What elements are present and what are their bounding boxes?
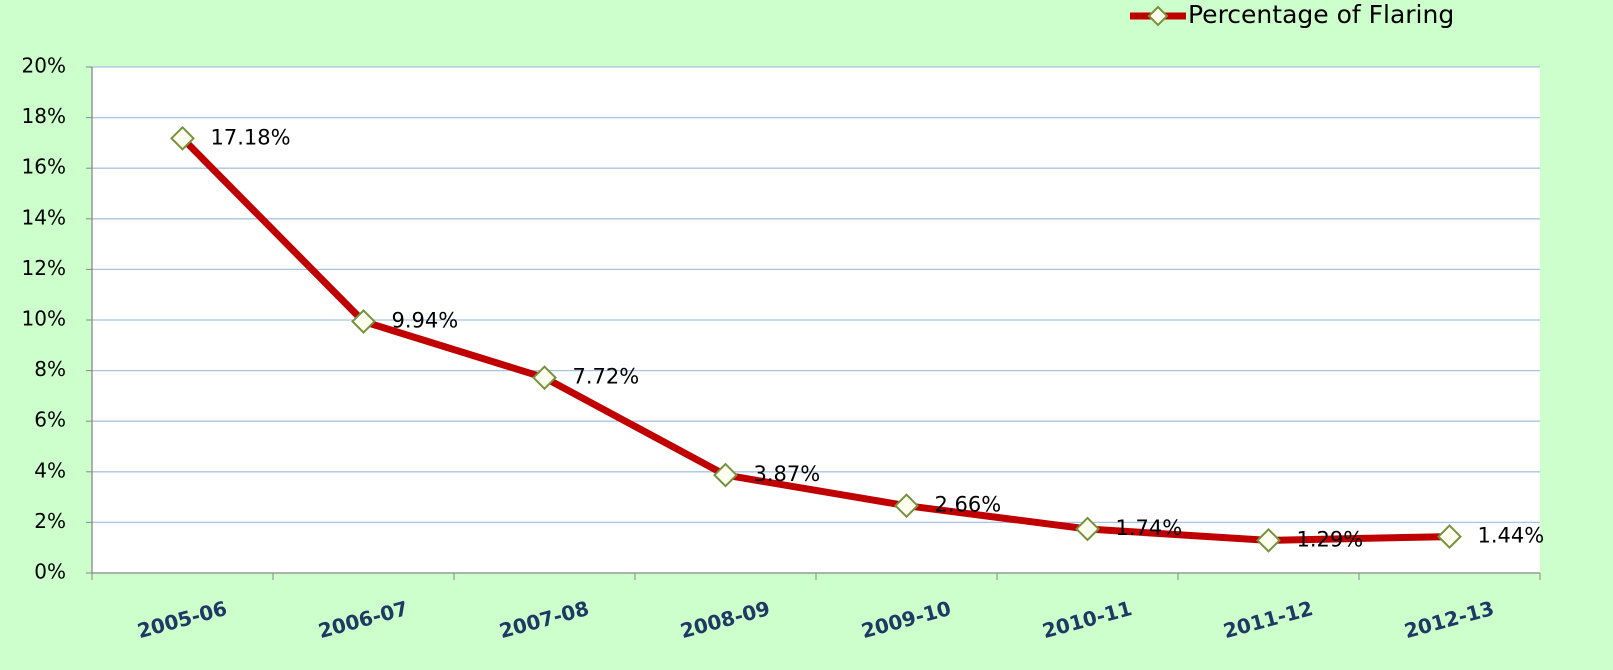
data-label: 17.18% bbox=[211, 125, 291, 149]
x-tick-label: 2007-08 bbox=[497, 596, 592, 643]
y-tick-label: 18% bbox=[22, 104, 66, 128]
legend-label: Percentage of Flaring bbox=[1188, 0, 1454, 29]
x-tick-label: 2009-10 bbox=[859, 596, 954, 643]
x-tick-label: 2008-09 bbox=[678, 596, 773, 643]
data-point bbox=[713, 462, 738, 488]
y-tick-label: 12% bbox=[22, 256, 66, 280]
y-tick-label: 8% bbox=[34, 357, 66, 381]
x-tick-label: 2011-12 bbox=[1221, 596, 1316, 643]
x-tick-label: 2005-06 bbox=[135, 596, 230, 643]
x-tick-label: 2012-13 bbox=[1402, 596, 1497, 643]
data-label: 2.66% bbox=[935, 493, 1002, 517]
data-point bbox=[894, 493, 919, 519]
data-label: 1.29% bbox=[1297, 527, 1364, 551]
data-point bbox=[1256, 527, 1281, 553]
data-label: 1.44% bbox=[1478, 524, 1545, 548]
y-tick-label: 14% bbox=[22, 205, 66, 229]
y-tick-label: 16% bbox=[22, 155, 66, 179]
x-tick-label: 2010-11 bbox=[1040, 596, 1135, 643]
data-point bbox=[170, 125, 195, 151]
series-line bbox=[180, 135, 1450, 544]
data-label: 3.87% bbox=[754, 462, 821, 486]
x-tick-label: 2006-07 bbox=[316, 596, 411, 643]
y-tick-label: 4% bbox=[34, 458, 66, 482]
data-point bbox=[1437, 524, 1462, 549]
legend-marker bbox=[1147, 5, 1169, 27]
y-tick-label: 10% bbox=[22, 307, 66, 331]
data-label: 9.94% bbox=[392, 309, 459, 333]
data-point bbox=[532, 365, 557, 391]
data-point bbox=[1075, 516, 1100, 542]
data-point bbox=[351, 309, 376, 334]
y-tick-label: 0% bbox=[34, 560, 66, 584]
data-label: 1.74% bbox=[1116, 516, 1183, 540]
y-tick-label: 2% bbox=[34, 509, 66, 533]
y-tick-label: 6% bbox=[34, 408, 66, 432]
y-tick-label: 20% bbox=[22, 54, 66, 78]
data-label: 7.72% bbox=[573, 365, 640, 389]
